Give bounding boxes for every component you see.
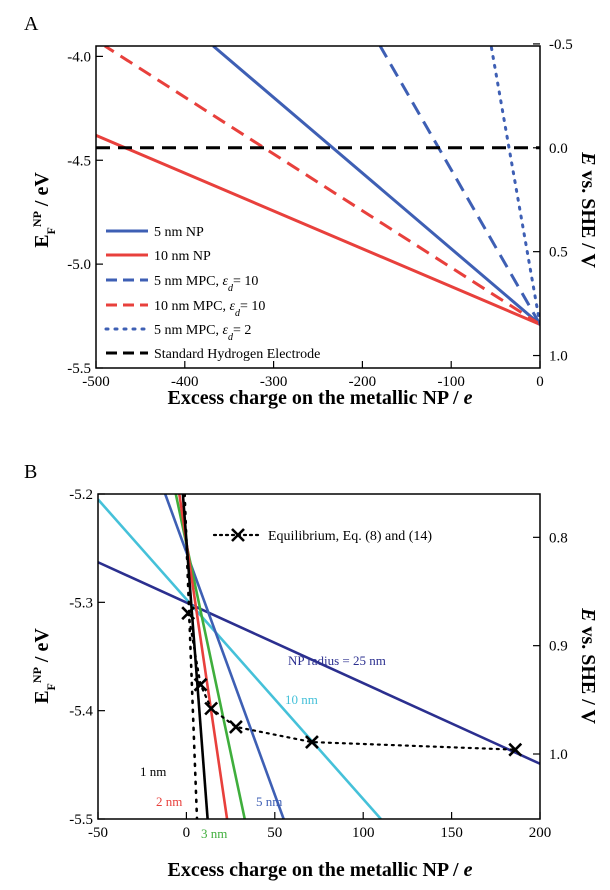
series-line-a-2 (378, 46, 540, 326)
label-25nm: NP radius = 25 nm (288, 653, 386, 668)
series-line-a-3 (104, 46, 540, 326)
panel-a-legend: 5 nm NP 10 nm NP 5 nm MPC, εd= 10 10 nm … (104, 225, 320, 362)
x-tick-label: -400 (171, 374, 199, 390)
x-tick-label: -500 (82, 374, 110, 390)
x-tick-label: -100 (437, 374, 465, 390)
svg-text:5 nm MPC, εd= 10: 5 nm MPC, εd= 10 (154, 274, 258, 294)
y2-tick-label: 0.0 (549, 141, 568, 157)
x-tick-label: -200 (349, 374, 377, 390)
panel-a: A EFNP / eV E vs. SHE / V Excess charge … (24, 13, 599, 409)
panel-b-x-axis-title: Excess charge on the metallic NP / e (168, 859, 473, 881)
y-tick-label: -5.2 (69, 487, 93, 503)
x-tick-label: 0 (183, 825, 191, 841)
series-line-a-4 (489, 46, 540, 326)
y2-tick-label: 1.0 (549, 349, 568, 365)
svg-text:5 nm MPC, εd= 2: 5 nm MPC, εd= 2 (154, 323, 251, 343)
x-tick-label: 0 (536, 374, 544, 390)
panel-b: B EFNP / eV E vs. SHE / V Excess charge … (24, 461, 599, 881)
x-tick-label: -300 (260, 374, 288, 390)
label-10nm: 10 nm (285, 692, 318, 707)
equilibrium-point (204, 701, 219, 716)
panel-b-ticks: -50 0 50 100 150 200 -5.5 -5.4 -5.3 -5.2 1.0 0.9 0.8 (69, 487, 568, 841)
equilibrium-point (228, 719, 243, 734)
panel-a-x-axis-title: Excess charge on the metallic NP / e (168, 387, 473, 409)
y-tick-label: -5.0 (67, 257, 91, 273)
y-tick-label: -5.4 (69, 704, 93, 720)
y2-tick-label: -0.5 (549, 37, 573, 53)
y-tick-label: -5.5 (69, 812, 93, 828)
panel-b-y-axis-title: EFNP / eV (30, 628, 58, 704)
y-tick-label: -4.5 (67, 153, 91, 169)
panel-a-series (96, 46, 540, 326)
series-line-b-0 (98, 561, 540, 765)
legend-item-5nm-mpc-eps2: 5 nm MPC, εd= 2 (104, 323, 251, 343)
panel-a-ticks: -500 -400 -300 -200 -100 0 -5.5 -5.0 -4.5 -4.0 1.0… (67, 37, 573, 390)
series-line-b-1 (98, 498, 382, 819)
series-line-b-2 (163, 494, 285, 819)
legend-item-5nm-np: 5 nm NP (106, 225, 204, 240)
x-tick-label: -50 (88, 825, 108, 841)
y2-tick-label: 0.5 (549, 245, 568, 261)
panel-b-legend: Equilibrium, Eq. (8) and (14) (212, 528, 432, 544)
legend-item-5nm-mpc-eps10: 5 nm MPC, εd= 10 (106, 274, 258, 294)
panel-a-letter: A (24, 13, 39, 35)
y2-tick-label: 0.8 (549, 530, 568, 546)
equilibrium-point (305, 735, 319, 750)
y2-tick-label: 0.9 (549, 639, 568, 655)
panel-b-y2-axis-title: E vs. SHE / V (577, 607, 599, 724)
svg-text:5 nm NP: 5 nm NP (154, 225, 204, 240)
y-tick-label: -5.5 (67, 361, 91, 377)
panel-a-frame (95, 45, 541, 369)
panel-b-equilibrium (181, 606, 523, 757)
legend-cross-marker (231, 528, 245, 542)
panel-b-letter: B (24, 461, 37, 483)
svg-text:Equilibrium, Eq. (8) and (14): Equilibrium, Eq. (8) and (14) (268, 529, 432, 544)
legend-item-10nm-np: 10 nm NP (106, 249, 211, 264)
label-2nm: 2 nm (156, 794, 182, 809)
label-1nm: 1 nm (140, 764, 166, 779)
svg-text:10 nm MPC, εd= 10: 10 nm MPC, εd= 10 (154, 299, 265, 319)
svg-text:Standard Hydrogen Electrode: Standard Hydrogen Electrode (154, 347, 320, 362)
series-line-a-1 (96, 133, 540, 326)
y2-tick-label: 1.0 (549, 747, 568, 763)
svg-text:10 nm NP: 10 nm NP (154, 249, 211, 264)
y-tick-label: -4.0 (67, 49, 91, 65)
panel-a-y2-axis-title: E vs. SHE / V (577, 151, 599, 268)
legend-item-10nm-mpc-eps10: 10 nm MPC, εd= 10 (106, 299, 265, 319)
legend-item-she: Standard Hydrogen Electrode (106, 347, 320, 362)
equilibrium-point (508, 742, 523, 757)
y-tick-label: -5.3 (69, 595, 93, 611)
panel-a-y-axis-title: EFNP / eV (30, 172, 58, 248)
x-tick-label: 100 (352, 825, 375, 841)
series-line-b-6 (183, 494, 199, 819)
series-line-a-0 (212, 46, 540, 326)
equilibrium-point (181, 606, 196, 621)
equilibrium-point (193, 677, 208, 692)
x-tick-label: 200 (529, 825, 552, 841)
equilibrium-curve (187, 612, 517, 751)
x-tick-label: 50 (267, 825, 282, 841)
x-tick-label: 150 (440, 825, 463, 841)
label-5nm: 5 nm (256, 794, 282, 809)
label-3nm: 3 nm (201, 826, 227, 841)
panel-b-frame (97, 493, 541, 820)
